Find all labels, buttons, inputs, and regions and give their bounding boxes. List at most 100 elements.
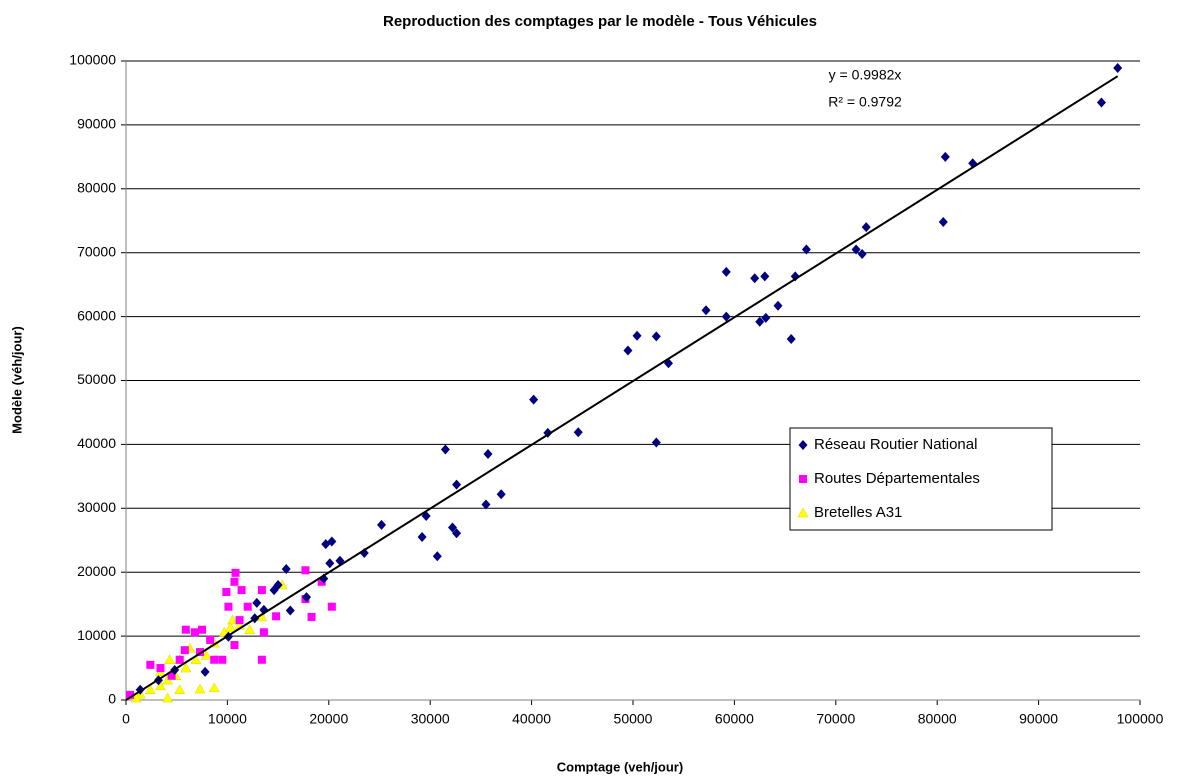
x-axis-label: Comptage (veh/jour): [557, 759, 683, 774]
trendline: [125, 75, 1119, 701]
point: [327, 602, 336, 611]
point: [721, 266, 731, 277]
legend-label: Routes Départementales: [814, 470, 980, 487]
x-tick-label: 20000: [309, 711, 348, 727]
point: [190, 654, 202, 664]
point: [940, 151, 950, 162]
point: [218, 655, 227, 664]
point: [285, 605, 295, 616]
point: [790, 271, 800, 282]
point: [432, 551, 442, 562]
point: [190, 628, 199, 637]
x-tick-label: 90000: [1019, 711, 1058, 727]
y-tick-label: 20000: [77, 563, 116, 579]
legend-label: Bretelles A31: [814, 504, 902, 521]
point: [701, 305, 711, 316]
point: [529, 394, 539, 405]
point: [651, 437, 661, 448]
point: [377, 519, 387, 530]
y-tick-label: 30000: [77, 499, 116, 515]
y-tick-label: 40000: [77, 435, 116, 451]
point: [155, 680, 166, 691]
point: [801, 244, 811, 255]
point: [317, 577, 326, 586]
y-tick-label: 90000: [77, 116, 116, 132]
point: [144, 684, 156, 695]
x-tick-label: 60000: [715, 711, 754, 727]
x-tick-label: 70000: [816, 711, 855, 727]
point: [651, 331, 661, 342]
point: [210, 655, 219, 664]
point: [301, 566, 310, 575]
point: [237, 586, 246, 595]
point: [198, 625, 207, 634]
y-tick-label: 70000: [77, 243, 116, 259]
point: [227, 614, 238, 625]
point: [243, 602, 252, 611]
point: [452, 528, 462, 539]
point: [448, 522, 458, 533]
point: [483, 448, 493, 459]
point: [760, 271, 770, 282]
point: [200, 666, 210, 677]
x-tick-label: 100000: [1117, 711, 1164, 727]
point: [481, 499, 491, 510]
point: [196, 648, 205, 657]
point: [126, 690, 135, 699]
x-tick-label: 80000: [918, 711, 957, 727]
point: [761, 312, 771, 323]
point: [851, 244, 861, 255]
point: [721, 311, 731, 322]
point: [773, 300, 783, 311]
y-tick-label: 10000: [77, 627, 116, 643]
y-axis-label: Modèle (véh/jour): [9, 326, 24, 434]
legend-label: Réseau Routier National: [814, 436, 977, 453]
y-tick-label: 0: [108, 691, 116, 707]
y-tick-label: 50000: [77, 371, 116, 387]
point: [325, 558, 335, 569]
point: [231, 568, 240, 577]
point: [222, 588, 231, 597]
point: [235, 616, 244, 625]
legend-box: [789, 427, 1053, 531]
point: [208, 682, 220, 693]
point: [252, 597, 262, 608]
point: [174, 684, 186, 695]
chart-title: Reproduction des comptages par le modèle…: [383, 13, 817, 30]
point: [440, 444, 450, 455]
point: [272, 612, 281, 621]
point: [496, 489, 506, 500]
point: [1096, 97, 1106, 108]
trendline-equation: y = 0.9982x: [829, 67, 902, 83]
point: [230, 577, 239, 586]
point: [861, 222, 871, 233]
x-tick-label: 40000: [512, 711, 551, 727]
point: [307, 612, 316, 621]
point: [857, 248, 867, 259]
legend-marker: [799, 475, 807, 483]
point: [146, 660, 155, 669]
trendline-r2: R² = 0.9792: [828, 94, 902, 110]
x-tick-label: 50000: [614, 711, 653, 727]
point: [257, 655, 266, 664]
point: [180, 646, 189, 655]
point: [180, 662, 192, 673]
point: [281, 564, 291, 575]
x-tick-label: 10000: [208, 711, 247, 727]
point: [321, 539, 331, 550]
y-tick-label: 60000: [77, 307, 116, 323]
point: [623, 345, 633, 356]
point: [573, 427, 583, 438]
point: [194, 683, 206, 694]
x-tick-label: 30000: [411, 711, 450, 727]
point: [301, 592, 311, 603]
y-tick-label: 100000: [69, 52, 116, 68]
point: [181, 625, 190, 634]
point: [259, 628, 268, 637]
point: [225, 622, 236, 633]
y-tick-label: 80000: [77, 180, 116, 196]
point: [452, 479, 462, 490]
point: [257, 586, 266, 595]
